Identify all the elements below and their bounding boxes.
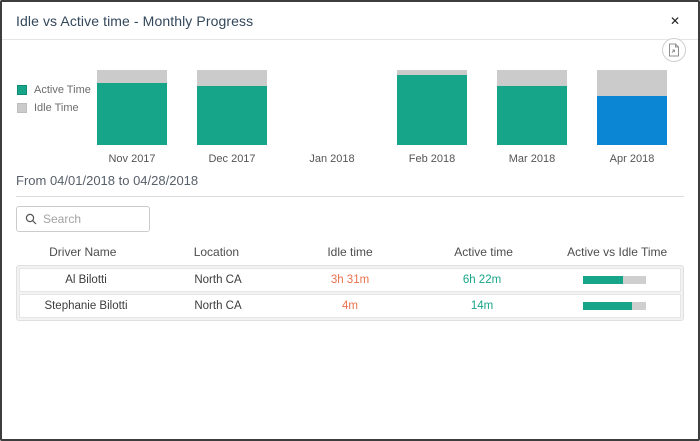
- bar-category-label: Apr 2018: [609, 153, 655, 165]
- chart-bars: Nov 2017 Dec 2017 Jan 2018 Feb 2018 Mar 2018…: [82, 40, 698, 165]
- period-heading: From 04/01/2018 to 04/28/2018: [16, 173, 684, 197]
- idle-time-swatch: [17, 103, 27, 113]
- bar-area: [382, 70, 482, 145]
- idle-time-segment[interactable]: [97, 70, 167, 83]
- legend-item-idle-time[interactable]: Idle Time: [17, 102, 91, 114]
- drivers-table: Al Bilotti North CA 3h 31m 6h 22m Stephanie …: [16, 265, 684, 321]
- active-time-segment[interactable]: [597, 96, 667, 145]
- active-time-swatch: [17, 85, 27, 95]
- idle-time-segment[interactable]: [497, 70, 567, 86]
- table-row[interactable]: Stephanie Bilotti North CA 4m 14m: [19, 294, 681, 318]
- monthly-progress-chart: Active Time Idle Time Nov 2017 Dec 2017 Ja…: [2, 40, 698, 165]
- progress-track: [582, 276, 646, 284]
- location-cell: North CA: [194, 300, 242, 312]
- bar-area: [582, 70, 682, 145]
- active-time-segment[interactable]: [97, 82, 167, 145]
- idle-time-cell: 4m: [342, 300, 358, 312]
- chart-bar-slot: Mar 2018: [482, 70, 582, 165]
- chart-bar-slot: Jan 2018: [282, 70, 382, 165]
- legend-label-idle: Idle Time: [34, 102, 79, 114]
- column-header-idle-time: Idle time: [327, 245, 373, 259]
- export-button[interactable]: [662, 38, 686, 62]
- idle-time-segment[interactable]: [597, 70, 667, 97]
- dialog-titlebar: Idle vs Active time - Monthly Progress ✕: [2, 2, 698, 40]
- location-cell: North CA: [194, 274, 242, 286]
- bar-area: [182, 70, 282, 145]
- stacked-bar-feb-2018[interactable]: [397, 70, 467, 145]
- active-vs-idle-cell: [548, 276, 680, 284]
- stacked-bar-apr-2018[interactable]: [597, 70, 667, 145]
- search-input[interactable]: [43, 212, 141, 226]
- active-time-cell: 14m: [470, 300, 494, 312]
- search-box[interactable]: [16, 206, 150, 232]
- active-time-segment[interactable]: [397, 75, 467, 145]
- bar-area: [282, 70, 382, 145]
- chart-legend: Active Time Idle Time: [17, 84, 91, 120]
- bar-category-label: Mar 2018: [508, 153, 556, 165]
- progress-track: [582, 302, 646, 310]
- idle-time-segment[interactable]: [397, 70, 467, 76]
- legend-label-active: Active Time: [34, 84, 91, 96]
- chart-bar-slot: Apr 2018: [582, 70, 682, 165]
- driver-name-cell: Al Bilotti: [65, 274, 107, 286]
- column-header-location: Location: [193, 245, 240, 259]
- active-time-segment[interactable]: [197, 85, 267, 145]
- table-row[interactable]: Al Bilotti North CA 3h 31m 6h 22m: [19, 268, 681, 292]
- active-time-cell: 6h 22m: [462, 274, 502, 286]
- stacked-bar-nov-2017[interactable]: [97, 70, 167, 145]
- progress-fill: [582, 276, 623, 284]
- bar-area: [482, 70, 582, 145]
- bar-category-label: Jan 2018: [309, 153, 355, 165]
- search-icon: [25, 213, 37, 225]
- driver-name-cell: Stephanie Bilotti: [44, 300, 128, 312]
- export-file-icon: [669, 43, 679, 57]
- dialog-title: Idle vs Active time - Monthly Progress: [16, 12, 254, 29]
- active-vs-idle-cell: [548, 302, 680, 310]
- legend-item-active-time[interactable]: Active Time: [17, 84, 91, 96]
- progress-fill: [582, 302, 632, 310]
- chart-bar-slot: Feb 2018: [382, 70, 482, 165]
- bar-category-label: Nov 2017: [108, 153, 156, 165]
- bar-category-label: Feb 2018: [408, 153, 456, 165]
- bar-area: [82, 70, 182, 145]
- idle-time-segment[interactable]: [197, 70, 267, 86]
- chart-bar-slot: Dec 2017: [182, 70, 282, 165]
- idle-time-cell: 3h 31m: [330, 274, 370, 286]
- stacked-bar-dec-2017[interactable]: [197, 70, 267, 145]
- close-button[interactable]: ✕: [666, 11, 684, 31]
- column-header-driver-name: Driver Name: [49, 245, 117, 259]
- bar-category-label: Dec 2017: [208, 153, 256, 165]
- column-header-active-time: Active time: [454, 245, 513, 259]
- column-header-active-vs-idle: Active vs Idle Time: [567, 245, 668, 259]
- chart-bar-slot: Nov 2017: [82, 70, 182, 165]
- table-header: Driver Name Location Idle time Active ti…: [16, 245, 684, 259]
- active-time-segment[interactable]: [497, 85, 567, 145]
- stacked-bar-mar-2018[interactable]: [497, 70, 567, 145]
